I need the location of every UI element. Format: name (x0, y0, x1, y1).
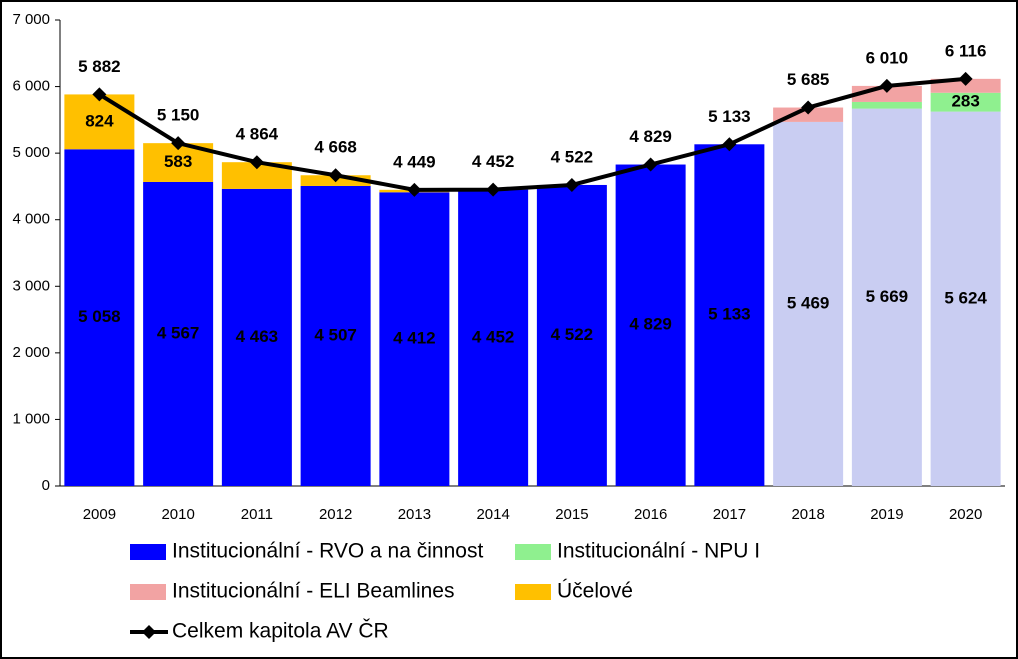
legend-label: Institucionální - ELI Beamlines (172, 580, 454, 603)
bar-segment (379, 192, 450, 486)
bar-segment (773, 121, 844, 486)
bar-segment (143, 181, 214, 486)
data-label: 4 449 (393, 152, 436, 171)
line-marker (958, 71, 973, 86)
x-tick-label: 2012 (319, 506, 352, 523)
data-label: 583 (164, 152, 192, 171)
x-tick-label: 2014 (476, 506, 509, 523)
data-label: 5 685 (787, 70, 830, 89)
y-tick-label: 0 (42, 477, 50, 494)
y-tick-label: 2 000 (12, 344, 50, 361)
legend-label: Účelové (557, 580, 633, 603)
data-label: 5 133 (708, 305, 751, 324)
line-marker (92, 87, 107, 102)
legend-marker (142, 625, 156, 639)
data-label: 5 150 (157, 106, 200, 125)
line-marker (722, 137, 737, 152)
legend-label: Institucionální - NPU I (557, 540, 760, 563)
x-tick-label: 2010 (161, 506, 194, 523)
y-tick-label: 1 000 (12, 410, 50, 427)
data-label: 4 829 (629, 127, 672, 146)
y-tick-label: 4 000 (12, 211, 50, 228)
bar-segment (930, 111, 1001, 486)
bar-segment (536, 184, 607, 487)
y-tick-label: 7 000 (12, 11, 50, 28)
bar-segment (851, 101, 922, 109)
bar-segment (930, 92, 1001, 112)
x-tick-label: 2009 (83, 506, 116, 523)
data-label: 4 668 (314, 138, 357, 157)
y-tick-label: 5 000 (12, 144, 50, 161)
data-label: 4 507 (314, 325, 357, 344)
line-marker (879, 78, 894, 93)
legend-label: Institucionální - RVO a na činnost (172, 540, 483, 563)
data-label: 5 133 (708, 107, 751, 126)
legend-swatch (130, 544, 166, 560)
bar-segment (300, 185, 371, 486)
line-marker (643, 157, 658, 172)
data-label: 283 (951, 92, 979, 111)
data-label: 5 624 (944, 288, 987, 307)
legend-swatch (515, 584, 551, 600)
data-label: 6 116 (945, 41, 987, 60)
x-tick-label: 2017 (713, 506, 746, 523)
bar-segment (615, 164, 686, 487)
x-tick-label: 2013 (398, 506, 431, 523)
data-label: 4 412 (393, 329, 436, 348)
data-label: 4 452 (472, 327, 515, 346)
bar-segment (773, 107, 844, 122)
x-tick-label: 2018 (791, 506, 824, 523)
bar-segment (458, 189, 529, 486)
data-label: 4 463 (236, 327, 279, 346)
line-marker (249, 155, 264, 170)
bar-segment (694, 144, 765, 486)
legend-swatch (130, 584, 166, 600)
data-label: 4 522 (551, 147, 594, 166)
x-tick-label: 2011 (241, 506, 273, 523)
x-tick-label: 2020 (949, 506, 982, 523)
line-marker (407, 182, 422, 197)
bar-segment (64, 94, 135, 150)
y-tick-label: 3 000 (12, 277, 50, 294)
data-label: 4 864 (236, 125, 279, 144)
data-label: 5 882 (78, 57, 121, 76)
bar-segment (221, 188, 292, 486)
bar-segment (851, 108, 922, 487)
total-line (98, 76, 966, 192)
data-label: 824 (85, 111, 114, 130)
legend-label: Celkem kapitola AV ČR (172, 620, 389, 643)
data-label: 5 669 (866, 287, 909, 306)
y-tick-label: 6 000 (12, 78, 50, 95)
x-tick-label: 2015 (555, 506, 588, 523)
x-tick-label: 2019 (870, 506, 903, 523)
data-label: 4 522 (551, 325, 594, 344)
legend-swatch (515, 544, 551, 560)
data-label: 4 567 (157, 323, 200, 342)
data-label: 4 829 (629, 315, 672, 334)
line-marker (564, 177, 579, 192)
line-marker (328, 168, 343, 183)
line-marker (171, 136, 186, 151)
x-tick-label: 2016 (634, 506, 667, 523)
data-label: 5 058 (78, 307, 121, 326)
line-marker (801, 100, 816, 115)
data-label: 4 452 (472, 152, 515, 171)
data-label: 6 010 (866, 48, 909, 67)
bar-segment (64, 149, 135, 486)
line-marker (486, 182, 501, 197)
data-label: 5 469 (787, 293, 830, 312)
